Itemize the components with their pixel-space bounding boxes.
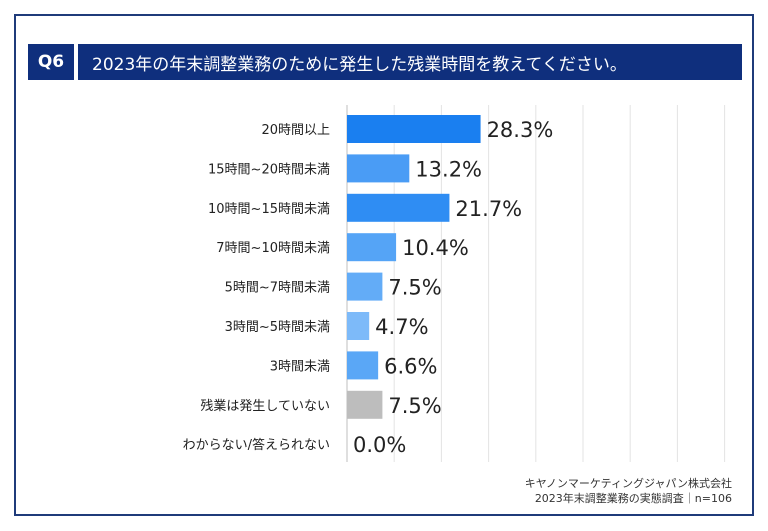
category-label: 残業は発生していない bbox=[200, 398, 330, 414]
value-label: 10.4% bbox=[402, 236, 469, 260]
value-label: 4.7% bbox=[375, 315, 428, 339]
source-footer: キヤノンマーケティングジャパン株式会社 2023年末調整業務の実態調査｜n=10… bbox=[525, 476, 732, 506]
category-label: 10時間~15時間未満 bbox=[208, 202, 330, 217]
value-label: 13.2% bbox=[415, 157, 482, 181]
category-label: 3時間~5時間未満 bbox=[225, 320, 330, 335]
category-label: 15時間~20時間未満 bbox=[208, 162, 330, 177]
value-label: 0.0% bbox=[353, 433, 406, 457]
category-label: 20時間以上 bbox=[261, 123, 330, 138]
bar bbox=[347, 154, 410, 183]
bar bbox=[347, 351, 379, 380]
bar bbox=[347, 272, 383, 301]
value-label: 7.5% bbox=[388, 394, 441, 418]
value-label: 28.3% bbox=[487, 118, 554, 142]
value-label: 21.7% bbox=[455, 197, 522, 221]
category-label: わからない/答えられない bbox=[183, 437, 330, 453]
value-label: 6.6% bbox=[384, 354, 437, 378]
category-label: 7時間~10時間未満 bbox=[216, 241, 330, 256]
bar bbox=[347, 312, 370, 340]
source-survey: 2023年末調整業務の実態調査｜n=106 bbox=[534, 492, 732, 505]
bar bbox=[347, 115, 481, 143]
bar bbox=[347, 233, 397, 262]
value-label: 7.5% bbox=[388, 276, 441, 300]
category-label: 3時間未満 bbox=[270, 359, 330, 374]
source-company: キヤノンマーケティングジャパン株式会社 bbox=[524, 477, 732, 490]
category-label: 5時間~7時間未満 bbox=[225, 281, 330, 296]
question-title: 2023年の年末調整業務のために発生した残業時間を教えてください。 bbox=[78, 44, 742, 80]
bar bbox=[347, 193, 450, 222]
question-badge: Q6 bbox=[28, 44, 74, 80]
bar bbox=[347, 390, 383, 419]
